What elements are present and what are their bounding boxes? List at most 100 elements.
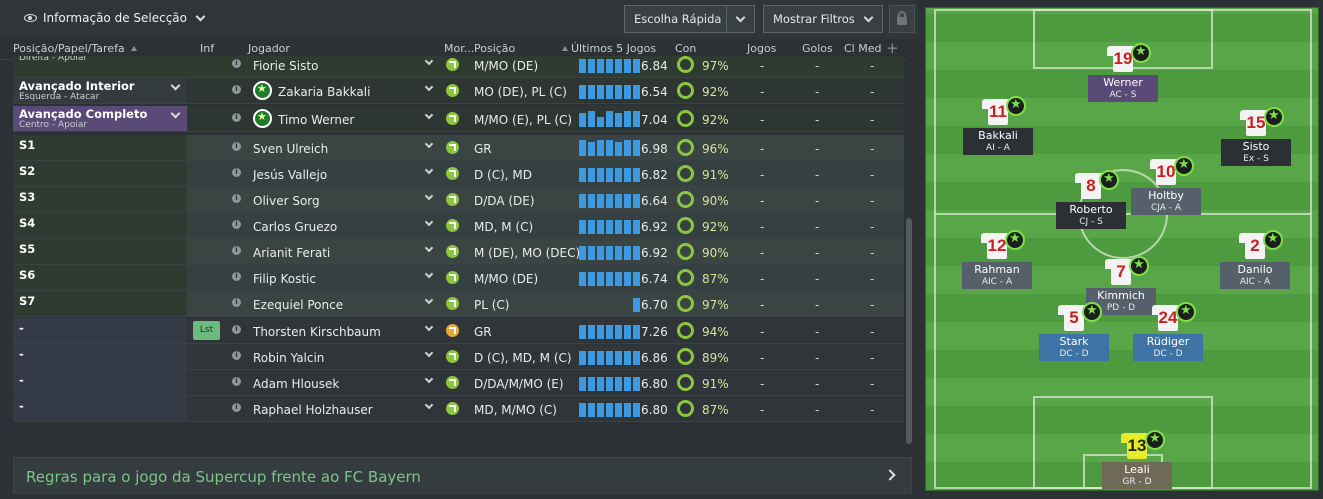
column-header-games[interactable]: Jogos <box>747 42 777 55</box>
table-row[interactable]: S1 i Sven Ulreich GR 6.98 96% - - - <box>13 135 904 161</box>
form-bar <box>615 377 622 391</box>
role-cell[interactable]: S7 <box>13 291 187 316</box>
form-bar <box>615 351 622 365</box>
form-bar <box>615 272 622 286</box>
form-bar <box>624 85 631 99</box>
role-cell[interactable]: - <box>13 344 187 369</box>
role-cell[interactable]: - <box>13 396 187 421</box>
player-name[interactable]: Adam Hlousek <box>253 377 340 391</box>
form-bar <box>588 377 595 391</box>
role-cell[interactable]: S3 <box>13 187 187 212</box>
player-name[interactable]: Carlos Gruezo <box>253 220 338 234</box>
role-cell[interactable]: Avançado Interior Esquerda - Atacar <box>13 78 187 103</box>
column-header-inf[interactable]: Inf <box>200 42 215 55</box>
role-cell[interactable]: Direita - Apoiar <box>13 56 187 77</box>
form-bar <box>633 220 640 234</box>
table-row[interactable]: - i Adam Hlousek D/DA/M/MO (E) 6.80 91% - - - <box>13 370 904 396</box>
average-rating: 6.82 <box>641 168 668 182</box>
show-filters-dropdown-toggle[interactable] <box>854 6 882 32</box>
info-icon[interactable]: i <box>232 246 241 255</box>
info-icon[interactable]: i <box>232 168 241 177</box>
column-header-last5[interactable]: Últimos 5 Jogos <box>562 42 656 55</box>
column-header-role[interactable]: Posição/Papel/Tarefa <box>13 42 137 55</box>
info-icon[interactable]: i <box>232 272 241 281</box>
player-name[interactable]: Robin Yalcin <box>253 351 325 365</box>
info-icon[interactable]: i <box>232 59 241 68</box>
form-bar <box>624 168 631 182</box>
role-cell[interactable]: - <box>13 318 187 343</box>
table-row[interactable]: S2 i Jesús Vallejo D (C), MD 6.82 91% - - - <box>13 161 904 187</box>
condition-ring-icon <box>677 82 694 99</box>
table-row[interactable]: S7 i Ezequiel Ponce PL (C) 6.70 97% - - - <box>13 291 904 317</box>
table-row[interactable]: S5 i Arianit Ferati M (DE), MO (DEC) 6.92 90%… <box>13 239 904 265</box>
column-header-clmed[interactable]: Cl Med <box>844 42 882 55</box>
lock-button[interactable] <box>889 5 915 33</box>
player-name[interactable]: Filip Kostic <box>253 272 316 286</box>
info-icon[interactable]: i <box>232 351 241 360</box>
selection-info-dropdown[interactable]: Informação de Selecção <box>24 11 206 25</box>
column-header-morale[interactable]: Mor... <box>444 42 475 55</box>
last-five-form-bars <box>579 296 640 312</box>
column-header-con[interactable]: Con <box>675 42 697 55</box>
form-bar <box>588 272 595 286</box>
table-row[interactable]: S6 i Filip Kostic M/MO (DE) 6.74 87% - - - <box>13 265 904 291</box>
role-cell[interactable]: S1 <box>13 135 187 160</box>
form-bar <box>579 403 586 417</box>
info-icon[interactable]: i <box>232 85 241 94</box>
quick-pick-dropdown-toggle[interactable] <box>726 6 754 32</box>
form-bar <box>588 220 595 234</box>
player-name[interactable]: Jesús Vallejo <box>253 168 328 182</box>
player-name[interactable]: Thorsten Kirschbaum <box>253 325 381 339</box>
player-name[interactable]: Ezequiel Ponce <box>253 298 344 312</box>
add-column-icon[interactable]: + <box>886 39 899 57</box>
info-icon[interactable]: i <box>232 194 241 203</box>
condition-ring-icon <box>677 348 694 365</box>
player-role: CJA - A <box>1150 203 1182 213</box>
role-cell[interactable]: Avançado Completo Centro - Apoiar <box>13 106 187 131</box>
role-name: S2 <box>19 164 36 178</box>
table-row[interactable]: - Lst i Thorsten Kirschbaum GR 7.26 94% - - - <box>13 318 904 344</box>
quick-pick-button[interactable]: Escolha Rápida <box>624 5 755 33</box>
morale-icon <box>446 141 459 154</box>
form-bar <box>633 85 640 99</box>
info-icon[interactable]: i <box>232 325 241 334</box>
info-icon[interactable]: i <box>232 403 241 412</box>
show-filters-button[interactable]: Mostrar Filtros <box>763 5 883 33</box>
info-icon[interactable]: i <box>232 220 241 229</box>
player-name[interactable]: Oliver Sorg <box>253 194 320 208</box>
column-header-player[interactable]: Jogador <box>248 42 290 55</box>
last-five-form-bars <box>579 83 640 99</box>
column-header-position[interactable]: Posição <box>474 42 516 55</box>
form-bar <box>624 194 631 208</box>
table-row[interactable]: Direita - Apoiar i Fiorie Sisto M/MO (DE) 6.… <box>13 56 904 78</box>
info-icon[interactable]: i <box>232 298 241 307</box>
list-badge[interactable]: Lst <box>193 321 220 340</box>
shirt-number: 15 <box>1246 113 1266 132</box>
role-cell[interactable]: S2 <box>13 161 187 186</box>
table-row[interactable]: S3 i Oliver Sorg D/DA (DE) 6.64 90% - - - <box>13 187 904 213</box>
info-icon[interactable]: i <box>232 113 241 122</box>
role-cell[interactable]: S6 <box>13 265 187 290</box>
role-cell[interactable]: - <box>13 370 187 395</box>
games-value: - <box>760 220 765 234</box>
role-cell[interactable]: S4 <box>13 213 187 238</box>
player-name[interactable]: Raphael Holzhauser <box>253 403 373 417</box>
info-icon[interactable]: i <box>232 377 241 386</box>
form-bar <box>597 246 604 260</box>
role-cell[interactable]: S5 <box>13 239 187 264</box>
info-icon[interactable]: i <box>232 142 241 151</box>
player-name[interactable]: Arianit Ferati <box>253 246 331 260</box>
scrollbar[interactable] <box>906 218 912 444</box>
games-value: - <box>760 85 765 99</box>
player-name[interactable]: Fiorie Sisto <box>253 59 319 73</box>
table-row[interactable]: - i Robin Yalcin D (C), MD, M (C) 6.86 89% - - - <box>13 344 904 370</box>
rules-banner[interactable]: Regras para o jogo da Supercup frente ao… <box>13 457 912 494</box>
table-row[interactable]: - i Raphael Holzhauser MD, M/MO (C) 6.80 87% -… <box>13 396 904 422</box>
player-name[interactable]: Timo Werner <box>278 113 355 127</box>
player-name[interactable]: Sven Ulreich <box>253 142 329 156</box>
player-name[interactable]: Zakaria Bakkali <box>278 85 371 99</box>
column-header-goals[interactable]: Golos <box>802 42 833 55</box>
table-row[interactable]: S4 i Carlos Gruezo MD, M (C) 6.92 92% - - - <box>13 213 904 239</box>
